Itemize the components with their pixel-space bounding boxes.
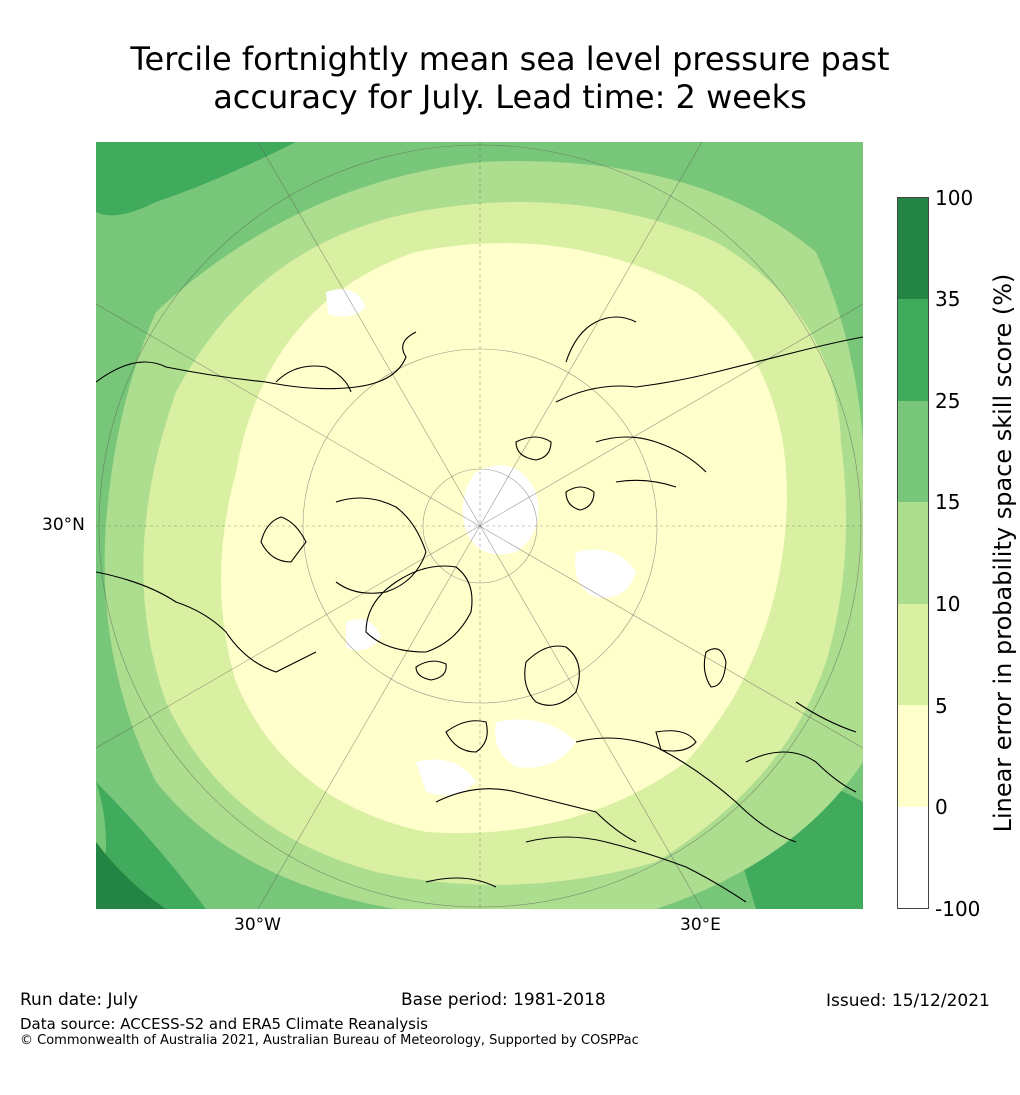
colorbar-tick: 35 bbox=[935, 287, 961, 311]
colorbar-title: Linear error in probability space skill … bbox=[989, 273, 1017, 833]
colorbar-bin-15-25 bbox=[898, 401, 928, 502]
lon-label-30w: 30°W bbox=[234, 915, 281, 935]
field-negative-c bbox=[326, 289, 366, 317]
field-band-sw-dark bbox=[96, 842, 166, 909]
colorbar-bin-0-5 bbox=[898, 705, 928, 807]
copyright: © Commonwealth of Australia 2021, Austra… bbox=[20, 1033, 639, 1048]
chart-title: Tercile fortnightly mean sea level press… bbox=[0, 40, 1020, 116]
field-negative-d bbox=[346, 619, 381, 651]
polar-map bbox=[96, 142, 863, 909]
title-line-2: accuracy for July. Lead time: 2 weeks bbox=[213, 78, 807, 116]
colorbar-bin-35-100 bbox=[898, 198, 928, 299]
colorbar-bin-neg bbox=[898, 807, 928, 908]
colorbar-bin-5-10 bbox=[898, 604, 928, 705]
colorbar-tick: 0 bbox=[935, 795, 948, 819]
colorbar-tick: 25 bbox=[935, 389, 961, 413]
colorbar-tick: 5 bbox=[935, 694, 948, 718]
colorbar-bin-25-35 bbox=[898, 299, 928, 401]
colorbar-tick: 100 bbox=[935, 186, 974, 210]
field-band-nw bbox=[96, 142, 296, 216]
colorbar-tick: -100 bbox=[935, 897, 981, 921]
data-source: Data source: ACCESS-S2 and ERA5 Climate … bbox=[20, 1015, 428, 1033]
title-line-1: Tercile fortnightly mean sea level press… bbox=[130, 40, 890, 78]
skill-score-map bbox=[96, 142, 863, 909]
colorbar-bin-10-15 bbox=[898, 502, 928, 604]
field-negative-b bbox=[495, 719, 576, 768]
lat-label-30n: 30°N bbox=[42, 515, 85, 535]
coastlines bbox=[96, 316, 863, 903]
issued-date: Issued: 15/12/2021 bbox=[826, 991, 990, 1011]
colorbar bbox=[897, 197, 929, 909]
colorbar-tick: 10 bbox=[935, 592, 961, 616]
field-negative-pole bbox=[462, 465, 539, 555]
base-period: Base period: 1981-2018 bbox=[401, 990, 606, 1010]
field-negative-a bbox=[575, 549, 636, 598]
field-negative-e bbox=[416, 759, 476, 796]
graticule bbox=[96, 142, 863, 909]
run-date: Run date: July bbox=[20, 990, 139, 1010]
field-band-0-5-north bbox=[306, 300, 656, 425]
colorbar-tick: 15 bbox=[935, 490, 961, 514]
lon-label-30e: 30°E bbox=[680, 915, 721, 935]
